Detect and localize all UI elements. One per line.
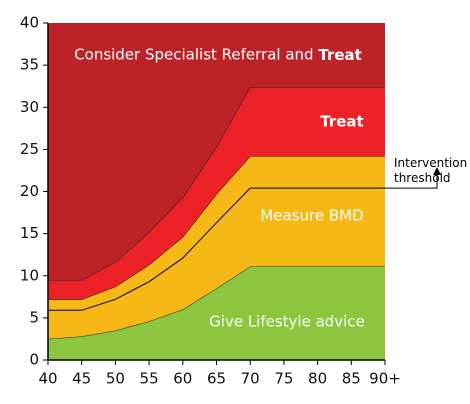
x-tick-label: 80 — [308, 370, 327, 388]
area — [48, 87, 385, 300]
area-label: Treat — [320, 113, 363, 131]
y-tick-label: 35 — [20, 56, 39, 74]
x-tick-label: 70 — [241, 370, 260, 388]
x-tick-label: 50 — [106, 370, 125, 388]
area — [48, 266, 385, 360]
y-tick-label: 30 — [20, 98, 39, 116]
area-label: Measure BMD — [260, 207, 363, 225]
y-tick-label: 40 — [20, 14, 39, 32]
area-label: Consider Specialist Referral and Treat — [74, 46, 362, 64]
x-tick-label: 60 — [173, 370, 192, 388]
x-tick-label: 40 — [38, 370, 57, 388]
x-tick-label: 90+ — [369, 370, 401, 388]
x-tick-label: 65 — [207, 370, 226, 388]
x-tick-label: 55 — [140, 370, 159, 388]
y-tick-label: 5 — [29, 308, 39, 326]
area — [48, 23, 385, 280]
threshold-line — [48, 187, 385, 311]
x-tick-label: 75 — [274, 370, 293, 388]
y-tick-label: 15 — [20, 224, 39, 242]
threshold-arrow — [385, 172, 438, 189]
area-label: Give Lifestyle advice — [209, 313, 365, 331]
y-tick-label: 10 — [20, 266, 39, 284]
x-tick-label: 85 — [342, 370, 361, 388]
arrow-head — [433, 167, 441, 175]
y-tick-label: 25 — [20, 140, 39, 158]
area — [48, 156, 385, 339]
x-tick-label: 45 — [72, 370, 91, 388]
y-tick-label: 20 — [20, 182, 39, 200]
boundary-line — [48, 155, 385, 300]
threshold-label: Intervention threshold — [394, 156, 470, 185]
y-tick-label: 0 — [29, 351, 39, 369]
